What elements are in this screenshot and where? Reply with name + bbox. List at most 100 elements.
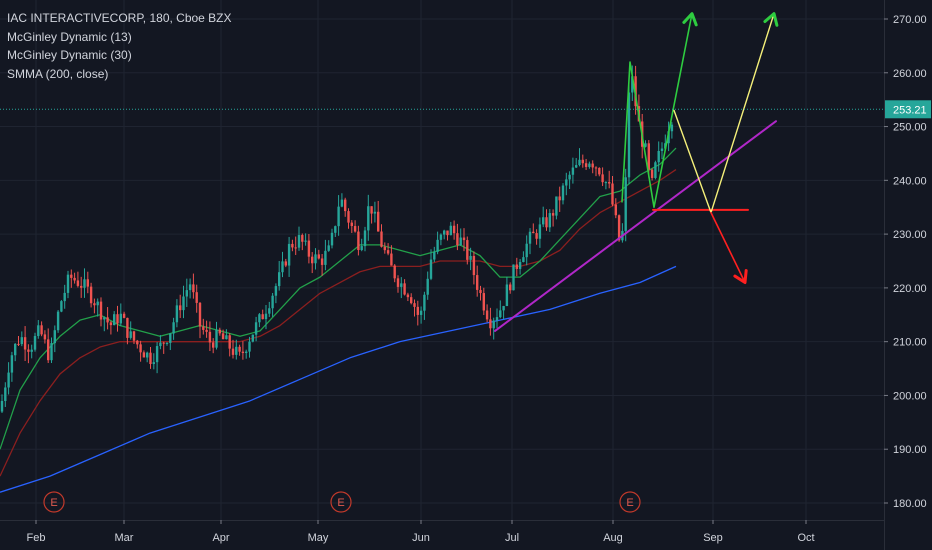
candle-body: [370, 206, 373, 214]
indicator-smma-200[interactable]: SMMA (200, close): [7, 66, 109, 81]
time-tick-label: Sep: [703, 532, 723, 544]
candle-body: [304, 240, 307, 242]
earnings-marker-label: E: [50, 497, 57, 509]
candle: [367, 194, 370, 241]
candle: [245, 349, 248, 359]
candle-body: [426, 278, 429, 295]
candle-body: [23, 337, 27, 350]
candle-body: [63, 292, 66, 302]
candle: [433, 246, 436, 263]
candle-body: [419, 310, 423, 315]
candle-body: [584, 163, 588, 167]
earnings-marker[interactable]: E: [43, 491, 65, 513]
candle-body: [660, 148, 664, 152]
candle: [63, 284, 66, 309]
candle: [360, 238, 363, 252]
candle-body: [56, 311, 60, 331]
candle-body: [188, 284, 192, 291]
candle: [221, 329, 225, 340]
candle: [83, 268, 86, 298]
candle: [278, 260, 281, 291]
candle-body: [33, 336, 37, 350]
indicator-mcginley-30[interactable]: McGinley Dynamic (30): [7, 48, 132, 62]
candle: [476, 265, 479, 297]
candle: [393, 264, 396, 283]
candle-body: [192, 284, 195, 293]
time-tick-label: Apr: [212, 532, 229, 544]
candle-body: [472, 255, 476, 276]
candle-body: [254, 322, 258, 335]
price-tick-label: 220.00: [893, 283, 927, 295]
candle: [601, 167, 604, 187]
smma-200-line: [0, 265, 677, 493]
candle: [452, 220, 456, 240]
candle-body: [324, 250, 327, 265]
candle: [132, 330, 136, 345]
candle-body: [43, 334, 47, 340]
candle-body: [535, 233, 538, 239]
candle: [297, 226, 301, 251]
candle: [50, 337, 53, 363]
candle-body: [40, 325, 43, 335]
price-tick-label: 230.00: [893, 229, 927, 241]
candle: [86, 271, 89, 294]
candle-body: [10, 355, 14, 373]
candle-body: [96, 301, 99, 306]
candle-body: [7, 372, 10, 388]
candle: [4, 382, 7, 407]
candle-body: [20, 337, 23, 345]
candle: [353, 220, 357, 233]
candle: [492, 317, 495, 340]
drawing-annotations[interactable]: [494, 12, 779, 332]
smma-200-path: [0, 265, 677, 493]
price-axis-background: [884, 0, 932, 550]
time-axis[interactable]: Feb Mar Apr May Jun Jul Aug Sep Oct: [0, 520, 884, 550]
earnings-marker[interactable]: E: [330, 491, 352, 513]
candle: [555, 196, 558, 220]
candle-body: [73, 277, 76, 281]
candle-body: [499, 310, 502, 318]
candle: [99, 297, 103, 327]
candle-body: [129, 331, 132, 338]
symbol-title[interactable]: IAC INTERACTIVECORP, 180, Cboe BZX: [7, 11, 232, 25]
candle-body: [50, 343, 53, 361]
candle: [469, 247, 472, 271]
candle: [291, 239, 294, 252]
candle: [449, 221, 452, 236]
candle-body: [654, 162, 657, 178]
price-tick-label: 190.00: [893, 444, 927, 456]
price-axis[interactable]: 180.00 190.00 200.00 210.00 220.00 230.00 240.…: [884, 0, 932, 550]
candle-body: [175, 305, 179, 323]
candle-body: [667, 131, 670, 144]
candle-body: [657, 151, 660, 163]
last-price-badge: [885, 100, 931, 119]
candle-body: [396, 278, 400, 287]
candle-body: [558, 196, 561, 201]
candle: [56, 310, 60, 333]
candle-body: [502, 306, 505, 311]
candle-body: [591, 163, 594, 168]
price-tick-label: 180.00: [893, 498, 927, 510]
candle: [258, 312, 261, 328]
candle-body: [608, 182, 611, 184]
candle-body: [274, 286, 278, 296]
time-tick-label: Jun: [412, 532, 430, 544]
earnings-marker[interactable]: E: [619, 491, 641, 513]
candle: [142, 350, 146, 358]
candle-body: [228, 335, 231, 349]
candle-body: [80, 285, 83, 288]
price-tick-label: 270.00: [893, 14, 927, 26]
candle-body: [429, 259, 433, 279]
candle: [535, 229, 538, 245]
candle: [47, 328, 50, 364]
candle: [284, 258, 287, 268]
candle: [472, 251, 476, 285]
candle-body: [433, 251, 436, 260]
candle: [320, 253, 324, 276]
candle: [208, 321, 212, 352]
candle: [479, 285, 482, 301]
mcginley-30-line: [0, 169, 677, 477]
indicator-mcginley-13[interactable]: McGinley Dynamic (13): [7, 29, 132, 44]
